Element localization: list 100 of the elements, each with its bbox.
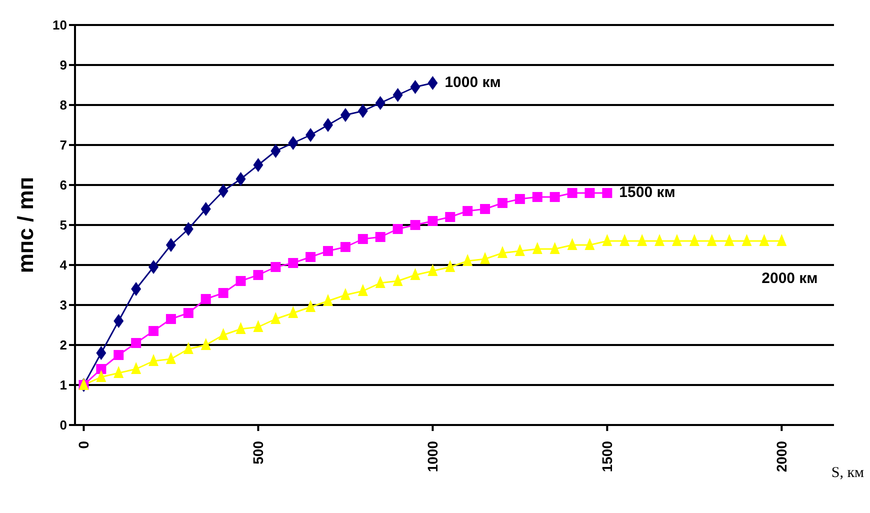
point xyxy=(462,206,473,216)
point xyxy=(166,314,176,324)
x-tick-label: 2000 xyxy=(774,440,790,472)
point xyxy=(183,308,194,318)
point xyxy=(375,232,386,242)
point xyxy=(532,192,542,202)
point xyxy=(602,234,612,246)
point xyxy=(445,212,456,222)
point xyxy=(323,294,333,306)
point xyxy=(550,192,560,202)
point xyxy=(567,238,578,250)
point xyxy=(462,254,473,266)
point xyxy=(183,342,194,354)
y-axis-title: mпс / mп xyxy=(12,176,38,274)
point xyxy=(410,268,420,280)
x-tick-label: 500 xyxy=(250,440,266,464)
point xyxy=(428,264,438,276)
point xyxy=(96,370,106,382)
y-tick-label: 5 xyxy=(60,218,67,233)
point xyxy=(166,352,176,364)
point xyxy=(602,188,612,198)
point xyxy=(497,198,508,208)
point xyxy=(480,252,490,264)
y-tick-label: 2 xyxy=(60,338,67,353)
series-label: 1000 км xyxy=(444,74,501,91)
point xyxy=(428,76,438,90)
point xyxy=(672,234,682,246)
point xyxy=(392,88,403,102)
point xyxy=(323,118,333,132)
x-tick-label: 0 xyxy=(76,440,92,449)
point xyxy=(358,284,368,296)
point xyxy=(514,244,525,256)
point xyxy=(218,288,228,298)
point xyxy=(392,224,403,234)
point xyxy=(96,346,106,360)
point xyxy=(776,234,787,246)
point xyxy=(288,136,298,150)
y-tick-label: 10 xyxy=(52,18,67,33)
point xyxy=(288,306,298,318)
y-tick-label: 4 xyxy=(60,258,68,273)
x-axis-title: S, км xyxy=(831,465,865,481)
point xyxy=(253,270,264,280)
series-label: 1500 км xyxy=(619,184,676,201)
point xyxy=(253,158,264,172)
point xyxy=(253,320,264,332)
point xyxy=(306,128,316,142)
point xyxy=(148,326,159,336)
point xyxy=(689,234,700,246)
y-tick-label: 9 xyxy=(60,58,67,73)
x-tick-label: 1000 xyxy=(424,440,441,472)
point xyxy=(218,184,228,198)
point xyxy=(183,222,194,236)
point xyxy=(550,242,560,254)
point xyxy=(514,194,525,204)
point xyxy=(445,260,456,272)
y-tick-label: 1 xyxy=(60,378,67,393)
point xyxy=(131,362,142,374)
y-tick-label: 3 xyxy=(60,298,67,313)
point xyxy=(270,144,281,158)
point xyxy=(620,234,630,246)
point xyxy=(131,338,142,348)
point xyxy=(410,80,420,94)
point xyxy=(759,234,770,246)
point xyxy=(358,104,368,118)
point xyxy=(270,262,281,272)
point xyxy=(375,96,386,110)
point xyxy=(410,220,420,230)
y-tick-label: 8 xyxy=(60,98,67,113)
point xyxy=(114,314,124,328)
point xyxy=(375,276,386,288)
point xyxy=(306,300,316,312)
point xyxy=(742,234,752,246)
point xyxy=(270,312,281,324)
point xyxy=(200,338,211,350)
point xyxy=(637,234,648,246)
point xyxy=(428,216,438,226)
point xyxy=(236,172,246,186)
point xyxy=(584,188,595,198)
point xyxy=(724,234,734,246)
y-tick-label: 7 xyxy=(60,138,67,153)
point xyxy=(148,260,159,274)
point xyxy=(340,288,350,300)
point xyxy=(166,238,176,252)
point xyxy=(114,366,124,378)
point xyxy=(236,276,246,286)
series-label: 2000 км xyxy=(762,270,818,287)
point xyxy=(340,242,350,252)
point xyxy=(114,350,124,360)
x-tick-label: 1500 xyxy=(599,440,616,472)
point xyxy=(584,238,595,250)
point xyxy=(392,274,403,286)
point xyxy=(706,234,717,246)
point xyxy=(218,328,228,340)
point xyxy=(131,282,142,296)
point xyxy=(323,246,333,256)
y-tick-label: 6 xyxy=(60,178,67,193)
point xyxy=(200,202,211,216)
point xyxy=(497,246,508,258)
y-tick-label: 0 xyxy=(60,418,67,433)
point xyxy=(96,364,106,374)
